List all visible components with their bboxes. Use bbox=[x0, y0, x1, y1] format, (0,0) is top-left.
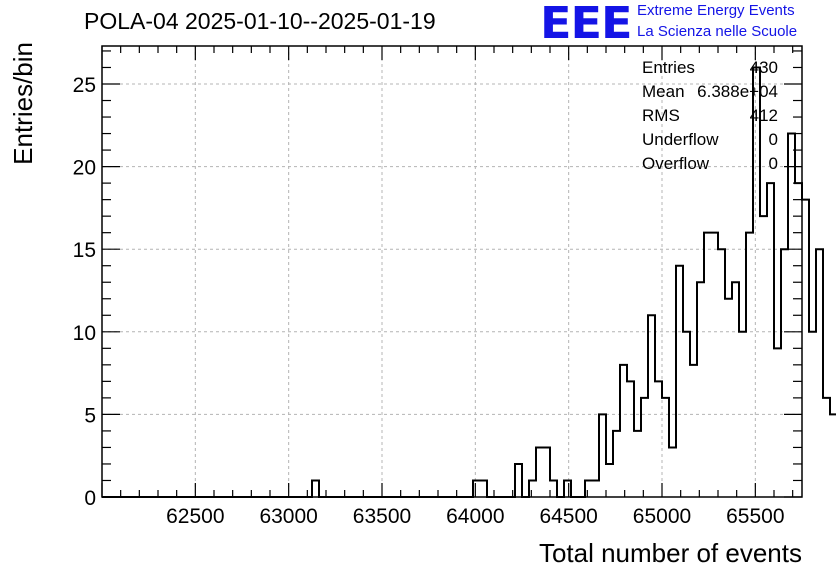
stats-box: Entries 430 Mean 6.388e+04 RMS 412 Under… bbox=[640, 58, 782, 178]
stats-overflow-value: 0 bbox=[768, 154, 778, 173]
eee-logo-mark: EEE bbox=[540, 0, 633, 49]
y-tick-label: 5 bbox=[84, 404, 96, 427]
y-tick-label: 10 bbox=[73, 322, 96, 345]
stats-mean-value: 6.388e+04 bbox=[697, 82, 778, 101]
x-tick-label: 63500 bbox=[353, 505, 411, 528]
stats-row-overflow: Overflow 0 bbox=[640, 154, 782, 178]
stats-mean-label: Mean bbox=[642, 82, 685, 101]
x-tick-label: 62500 bbox=[166, 505, 224, 528]
stats-rms-value: 412 bbox=[749, 106, 778, 125]
stats-entries-value: 430 bbox=[749, 58, 778, 77]
stats-row-rms: RMS 412 bbox=[640, 106, 782, 130]
axis-ticks bbox=[101, 46, 802, 498]
stats-row-entries: Entries 430 bbox=[640, 58, 782, 82]
chart-title: POLA-04 2025-01-10--2025-01-19 bbox=[84, 8, 436, 34]
x-tick-label: 63000 bbox=[259, 505, 317, 528]
plot-frame bbox=[101, 45, 803, 498]
stats-underflow-value: 0 bbox=[768, 130, 778, 149]
stats-rms-label: RMS bbox=[642, 106, 680, 125]
y-tick-label: 0 bbox=[84, 487, 96, 510]
logo-line-2: La Scienza nelle Scuole bbox=[637, 23, 798, 40]
stats-underflow-label: Underflow bbox=[642, 130, 719, 149]
stats-row-underflow: Underflow 0 bbox=[640, 130, 782, 154]
eee-logo: EEE Extreme Energy Events La Scienza nel… bbox=[540, 0, 836, 49]
y-tick-label: 20 bbox=[73, 157, 96, 180]
x-tick-label: 64000 bbox=[446, 505, 504, 528]
x-tick-label: 65000 bbox=[633, 505, 691, 528]
x-tick-label: 64500 bbox=[539, 505, 597, 528]
stats-row-mean: Mean 6.388e+04 bbox=[640, 82, 782, 106]
y-tick-label: 25 bbox=[73, 74, 96, 97]
y-tick-label: 15 bbox=[73, 239, 96, 262]
stats-overflow-label: Overflow bbox=[642, 154, 710, 173]
axis-tick-labels: 62500 63000 63500 64000 64500 65000 65500 0 5 10 1… bbox=[73, 74, 785, 528]
x-axis-label: Total number of events bbox=[539, 538, 802, 568]
x-tick-label: 65500 bbox=[726, 505, 784, 528]
y-axis-label: Entries/bin bbox=[8, 42, 38, 165]
stats-entries-label: Entries bbox=[642, 58, 695, 77]
logo-line-1: Extreme Energy Events bbox=[637, 2, 795, 19]
